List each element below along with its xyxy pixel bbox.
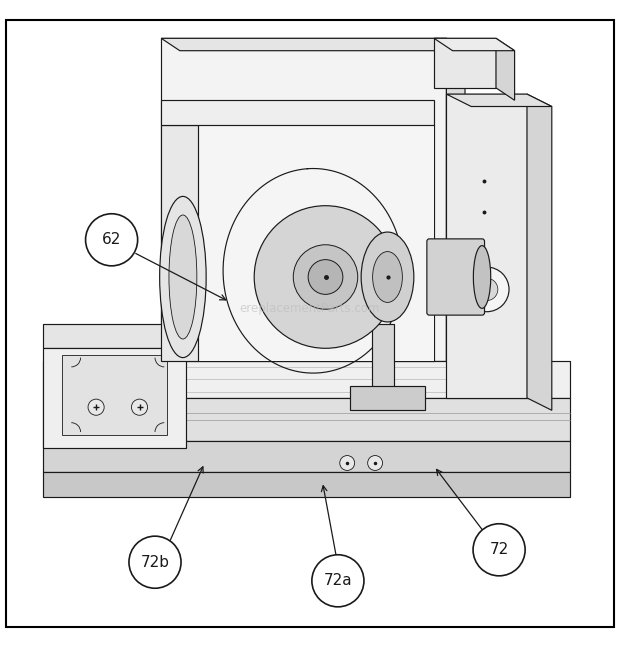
Text: ereplacementParts.com: ereplacementParts.com	[240, 302, 380, 314]
Polygon shape	[434, 38, 496, 88]
Ellipse shape	[361, 232, 414, 322]
Polygon shape	[43, 324, 186, 348]
Circle shape	[293, 245, 358, 309]
Polygon shape	[350, 386, 425, 410]
Circle shape	[340, 455, 355, 470]
Ellipse shape	[474, 246, 491, 309]
Polygon shape	[43, 348, 186, 448]
Polygon shape	[43, 398, 570, 441]
Polygon shape	[446, 94, 527, 398]
Polygon shape	[43, 472, 570, 497]
Circle shape	[88, 399, 104, 415]
Text: 72: 72	[489, 542, 509, 557]
Circle shape	[308, 259, 343, 294]
Polygon shape	[43, 360, 570, 398]
Text: 72b: 72b	[141, 554, 169, 570]
Polygon shape	[161, 100, 434, 125]
Ellipse shape	[373, 252, 402, 302]
Polygon shape	[372, 324, 394, 398]
Ellipse shape	[169, 215, 197, 339]
Text: 72a: 72a	[324, 573, 352, 588]
Polygon shape	[198, 125, 434, 360]
FancyBboxPatch shape	[427, 239, 485, 315]
Circle shape	[86, 214, 138, 266]
Ellipse shape	[159, 197, 206, 358]
Circle shape	[129, 536, 181, 588]
Polygon shape	[43, 441, 570, 472]
Circle shape	[473, 524, 525, 576]
Polygon shape	[446, 94, 552, 107]
Polygon shape	[161, 38, 465, 50]
Polygon shape	[161, 38, 446, 360]
Polygon shape	[496, 38, 515, 100]
Polygon shape	[434, 38, 515, 50]
Circle shape	[254, 206, 397, 348]
Circle shape	[368, 455, 383, 470]
Circle shape	[131, 399, 148, 415]
Text: 62: 62	[102, 232, 122, 247]
Circle shape	[464, 267, 509, 312]
Polygon shape	[62, 355, 167, 435]
Circle shape	[476, 278, 498, 301]
Polygon shape	[161, 125, 198, 360]
Circle shape	[312, 554, 364, 607]
Polygon shape	[527, 94, 552, 410]
Polygon shape	[446, 38, 465, 373]
